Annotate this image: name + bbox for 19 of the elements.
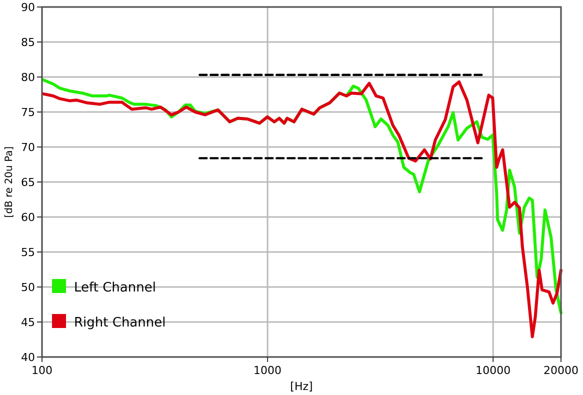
x-tick-label: 100 <box>32 364 52 377</box>
y-tick-label: 85 <box>21 36 35 49</box>
y-tick-label: 50 <box>21 280 35 294</box>
y-tick-label: 45 <box>21 316 35 329</box>
y-tick-label: 70 <box>21 140 35 154</box>
x-tick-label: 1000 <box>254 364 282 377</box>
legend-label: Left Channel <box>74 280 156 296</box>
y-tick-label: 55 <box>21 246 35 259</box>
y-tick-label: 60 <box>21 210 35 224</box>
legend-label: Right Channel <box>74 316 166 331</box>
x-tick-label: 10000 <box>476 364 511 377</box>
y-tick-label: 90 <box>21 0 35 14</box>
y-tick-label: 80 <box>21 70 35 84</box>
y-axis-title: [dB re 20u Pa] <box>4 146 15 218</box>
y-tick-label: 65 <box>21 176 35 189</box>
x-axis-title: [Hz] <box>290 380 313 393</box>
x-tick-label: 20000 <box>544 364 578 377</box>
y-tick-label: 40 <box>21 350 35 364</box>
y-tick-label: 75 <box>21 106 35 119</box>
